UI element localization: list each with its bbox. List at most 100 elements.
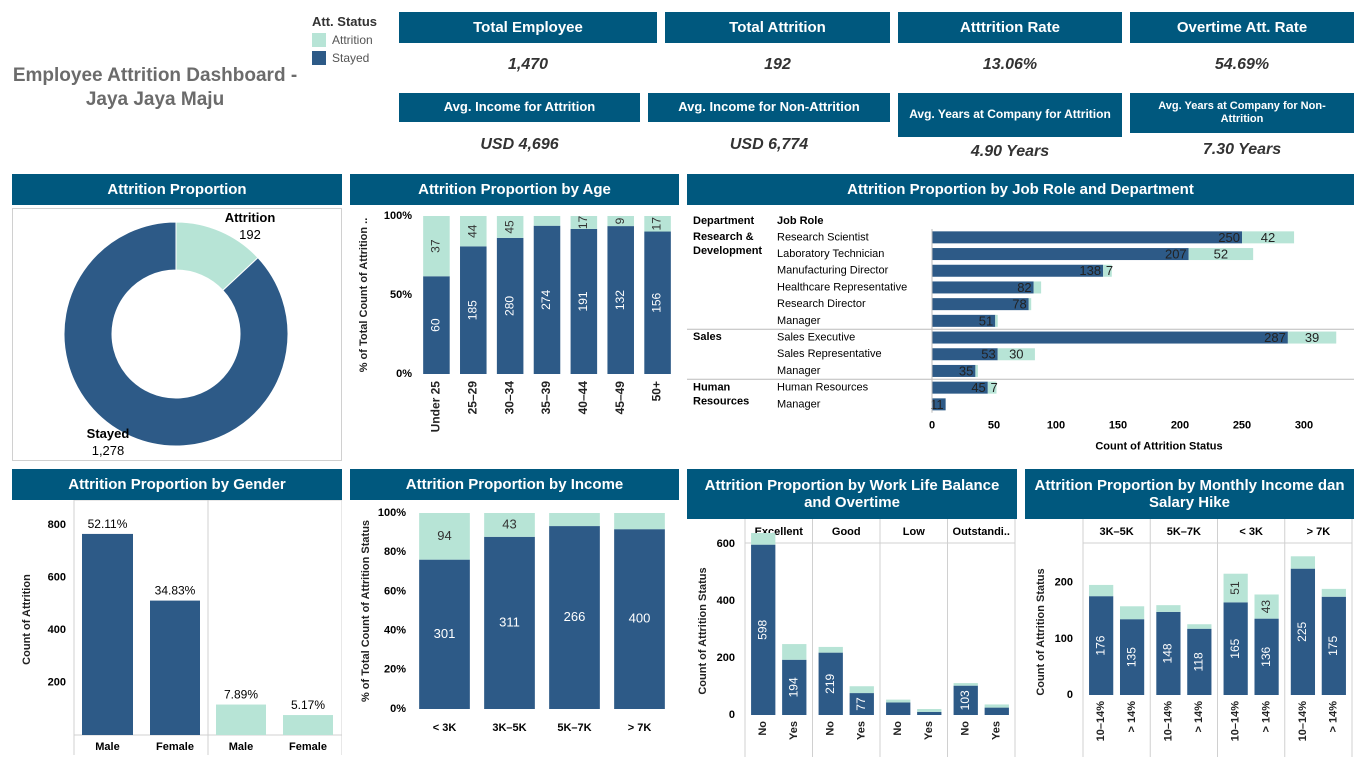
bar-attrition [484, 513, 535, 537]
bar-stayed [82, 533, 133, 735]
x-tick-label: 250 [1233, 420, 1251, 432]
department-label: Sales [693, 331, 722, 343]
x-tick-label: Yes [856, 721, 868, 740]
bar-label-attrition: 39 [1305, 330, 1319, 345]
bar-label-stayed: 148 [1161, 643, 1175, 663]
bar-stayed [484, 536, 535, 709]
pie-label-attrition: Attrition [225, 210, 276, 225]
x-tick-label: Yes [991, 721, 1003, 740]
bar-attrition [953, 683, 978, 686]
y-axis-label: % of Total Count of Attrition .. [358, 218, 370, 373]
bar-label-stayed: 165 [1228, 638, 1242, 658]
bar-attrition [614, 513, 665, 530]
bar-attrition [1287, 331, 1337, 344]
bar-stayed [818, 652, 843, 715]
bar-stayed [614, 529, 665, 709]
bar-pct-label: 5.17% [291, 698, 325, 712]
bar-attrition [1089, 584, 1114, 597]
bar-stayed [549, 526, 600, 709]
bar-label-stayed: 35 [959, 363, 973, 378]
bar-label-stayed: 194 [786, 677, 800, 697]
jobrole-label: Human Resources [777, 382, 869, 394]
x-tick-label: No [825, 721, 837, 736]
y-tick-label: 100 [1055, 633, 1073, 645]
bar-attrition [216, 704, 266, 735]
bar-attrition [1033, 281, 1042, 294]
bar-attrition [1187, 624, 1212, 629]
bar-attrition [975, 364, 978, 377]
chart-gender: 200 400 600 800 Count of Attrition 52.11% Male… [21, 500, 342, 755]
jobrole-label: Sales Executive [777, 331, 855, 343]
chart-age: 0% 50% 100% % of Total Count of Attrition .… [358, 210, 671, 432]
x-tick-label: > 14% [1126, 701, 1138, 733]
y-tick-label: 400 [717, 595, 735, 607]
x-tick-label: 3K–5K [492, 722, 526, 734]
bar-label-stayed: 45 [971, 380, 985, 395]
bar-attrition [1028, 298, 1032, 311]
chart-proportion: Attrition 192 Stayed 1,278 [63, 210, 289, 458]
x-tick-label: 300 [1295, 420, 1313, 432]
x-tick-label: Yes [923, 721, 935, 740]
bar-stayed [932, 364, 976, 377]
jobrole-label: Sales Representative [777, 348, 882, 360]
chart-income: 0% 20% 40% 60% 80% 100% % of Total Count of At… [360, 507, 665, 734]
x-tick-label: No [757, 721, 769, 736]
x-tick-label: No [892, 721, 904, 736]
kpi-avg-income-non-attrition-label: Avg. Income for Non-Attrition [648, 93, 890, 122]
group-label: 5K–7K [1167, 526, 1201, 538]
chart-title-proportion: Attrition Proportion [12, 174, 342, 205]
bar-stayed [932, 281, 1034, 294]
bar-stayed [423, 276, 450, 374]
chart-salary: 0 100 200 Count of Attrition Status 3K–5K 176… [1035, 519, 1353, 757]
department-label: Resources [693, 395, 749, 407]
x-tick-label: Female [156, 741, 194, 753]
y-tick-label: 800 [48, 519, 66, 531]
jobrole-label: Manufacturing Director [777, 265, 889, 277]
legend: Att. Status Attrition Stayed [312, 14, 377, 65]
legend-item-stayed[interactable]: Stayed [312, 51, 377, 65]
chart-title-gender: Attrition Proportion by Gender [12, 469, 342, 500]
bar-attrition [995, 314, 998, 327]
bar-attrition [782, 644, 807, 660]
kpi-attrition-rate-value: 13.06% [982, 56, 1038, 73]
bar-label-stayed: 103 [958, 690, 972, 710]
kpi-attrition-rate-label: Atttrition Rate [898, 12, 1122, 43]
bar-attrition [533, 216, 561, 226]
jobrole-label: Research Scientist [777, 231, 869, 243]
bar-stayed [984, 707, 1009, 715]
bar-stayed [570, 228, 598, 374]
y-tick-label: 0% [390, 703, 406, 715]
bar-attrition [549, 513, 600, 527]
y-tick-label: 600 [717, 538, 735, 550]
legend-item-attrition[interactable]: Attrition [312, 33, 377, 47]
x-tick-label: 50 [988, 420, 1000, 432]
bar-attrition [886, 699, 911, 703]
kpi-avg-years-attrition-label: Avg. Years at Company for Attrition [898, 93, 1122, 137]
x-tick-label: Yes [788, 721, 800, 740]
pie-value-stayed: 1,278 [92, 443, 125, 458]
bar-stayed [932, 298, 1029, 311]
chart-title-income: Attrition Proportion by Income [350, 469, 679, 500]
x-tick-label: 5K–7K [557, 722, 591, 734]
jobrole-label: Manager [777, 398, 821, 410]
bar-attrition [1321, 588, 1346, 597]
x-tick-label: 35–39 [539, 381, 553, 415]
bar-label-stayed: 219 [823, 673, 837, 693]
bar-attrition [1188, 248, 1254, 261]
bar-attrition [644, 216, 671, 232]
x-tick-label: 45–49 [613, 381, 627, 415]
bar-attrition [984, 704, 1009, 708]
pie-value-attrition: 192 [239, 227, 261, 242]
department-label: Human [693, 381, 731, 393]
bar-stayed [607, 226, 634, 374]
bar-attrition [1223, 573, 1248, 603]
pie-slice-stayed [63, 221, 289, 447]
bar-label-stayed: 274 [539, 290, 553, 310]
bar-stayed [1223, 602, 1248, 695]
bar-stayed [849, 693, 874, 715]
bar-label-stayed: 136 [1259, 646, 1273, 666]
kpi-total-attrition-label: Total Attrition [665, 12, 890, 43]
x-tick-label: 150 [1109, 420, 1127, 432]
bar-stayed [419, 559, 470, 709]
group-label: Low [903, 526, 925, 538]
